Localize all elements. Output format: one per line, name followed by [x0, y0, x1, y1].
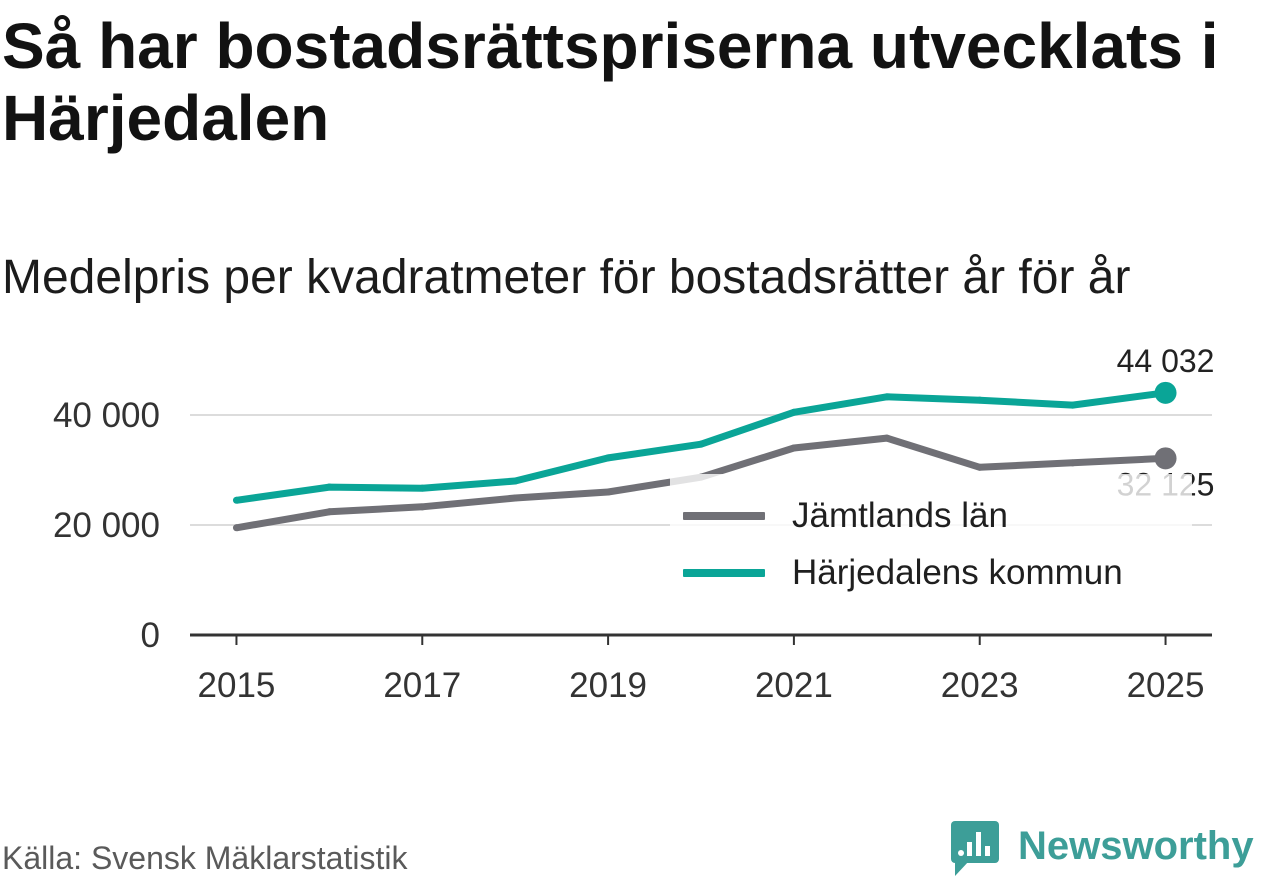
x-tick-label: 2021	[755, 666, 833, 705]
data-point	[697, 440, 705, 448]
data-point	[1069, 401, 1077, 409]
end-point-marker	[1154, 447, 1177, 470]
chart-header: Så har bostadsrättspriserna utvecklats i…	[0, 0, 1262, 320]
data-point	[790, 444, 798, 452]
y-tick-label: 0	[141, 616, 160, 655]
y-tick-label: 40 000	[53, 396, 160, 435]
data-point	[1069, 459, 1077, 467]
legend-swatch	[683, 512, 765, 520]
newsworthy-logo-text: Newsworthy	[1018, 824, 1254, 868]
x-tick-label: 2023	[941, 666, 1019, 705]
data-point	[883, 393, 891, 401]
source-note: Källa: Svensk Mäklarstatistik	[2, 840, 408, 876]
data-point	[976, 396, 984, 404]
legend-label: Jämtlands län	[792, 496, 1008, 535]
series-harjedalens-kommun: 44 032	[232, 343, 1215, 504]
chart-title: Så har bostadsrättspriserna utvecklats i…	[2, 10, 1219, 154]
legend-item-jamtlands-lan: Jämtlands län	[670, 496, 1192, 536]
data-point	[418, 484, 426, 492]
end-point-marker	[1154, 381, 1177, 404]
chart-subtitle: Medelpris per kvadratmeter för bostadsrä…	[2, 251, 1131, 304]
data-point	[511, 477, 519, 485]
legend-label: Härjedalens kommun	[792, 553, 1123, 592]
end-value-label: 44 032	[1117, 343, 1215, 379]
data-point	[511, 494, 519, 502]
x-axis: 2015 2017 2019 2021 2023 2025	[190, 633, 1212, 705]
data-point	[883, 434, 891, 442]
x-tick-label: 2015	[198, 666, 276, 705]
y-tick-label: 20 000	[53, 506, 160, 545]
legend-swatch	[683, 569, 765, 577]
data-point	[232, 496, 240, 504]
newsworthy-logo-icon	[951, 821, 999, 876]
data-point	[604, 454, 612, 462]
legend-item-harjedalens-kommun: Härjedalens kommun	[670, 553, 1192, 593]
data-point	[976, 463, 984, 471]
x-tick-label: 2017	[383, 666, 461, 705]
chart-legend: Jämtlands län Härjedalens kommun	[670, 474, 1192, 604]
x-tick-label: 2025	[1127, 666, 1205, 705]
data-point	[604, 488, 612, 496]
newsworthy-logo[interactable]: Newsworthy	[948, 818, 1260, 878]
data-point	[232, 524, 240, 532]
data-point	[418, 503, 426, 511]
data-point	[790, 408, 798, 416]
data-point	[325, 483, 333, 491]
data-point	[325, 508, 333, 516]
x-tick-label: 2019	[569, 666, 647, 705]
